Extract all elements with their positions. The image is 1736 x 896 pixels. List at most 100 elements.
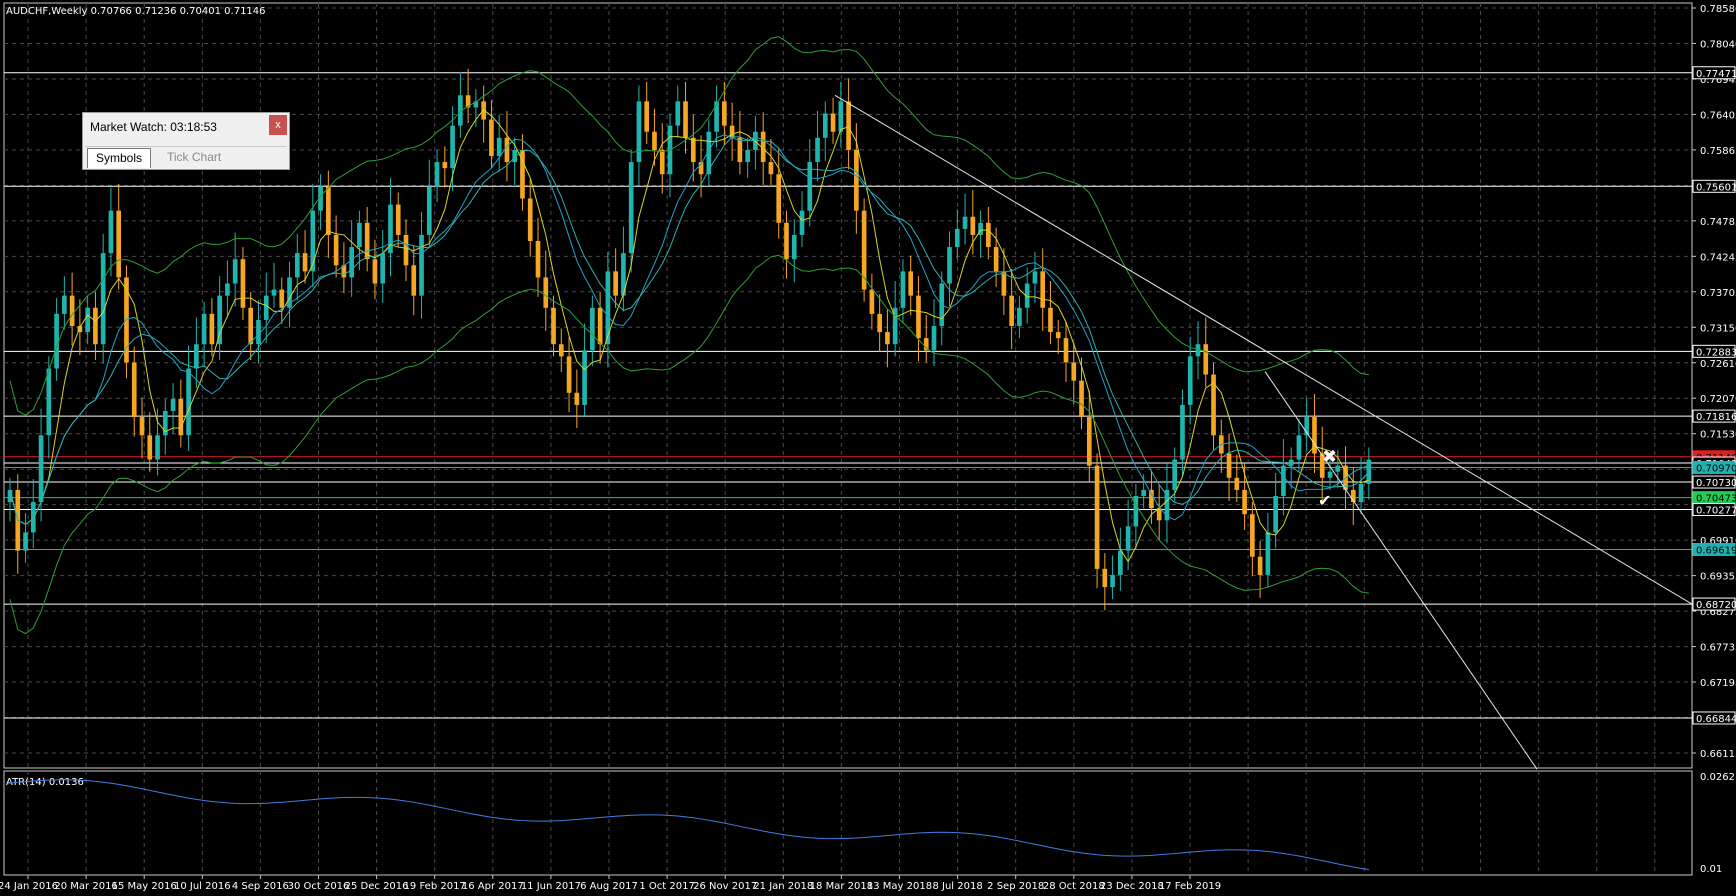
candle-body bbox=[349, 247, 354, 278]
y-tick-label: 0.73705 bbox=[1700, 288, 1736, 299]
close-button[interactable]: x bbox=[269, 115, 287, 135]
atr-label: ATR(14) 0.0136 bbox=[6, 777, 84, 788]
candle-body bbox=[877, 313, 882, 333]
x-tick-label: 11 Jun 2017 bbox=[521, 881, 581, 892]
candle-body bbox=[458, 95, 463, 126]
candle-body bbox=[1172, 459, 1178, 490]
candle-body bbox=[1180, 404, 1185, 460]
candle-body bbox=[442, 162, 448, 169]
atr-line bbox=[9, 779, 1369, 871]
x-tick-label: 2 Sep 2018 bbox=[987, 881, 1044, 892]
price-level-tag bbox=[1692, 475, 1736, 489]
y-tick-label: 0.66115 bbox=[1700, 749, 1736, 760]
candle-body bbox=[54, 313, 59, 369]
candle-body bbox=[1312, 417, 1317, 454]
candle-body bbox=[1040, 271, 1046, 308]
candle-body bbox=[1149, 489, 1154, 509]
candle-body bbox=[900, 271, 906, 308]
tab-symbols[interactable]: Symbols bbox=[87, 148, 152, 168]
candle-body bbox=[1164, 489, 1170, 521]
price-level-label: 0.77471 bbox=[1696, 69, 1736, 80]
candle-body bbox=[1032, 271, 1038, 284]
candle-body bbox=[1250, 514, 1255, 557]
candle-body bbox=[520, 149, 525, 199]
candle-body bbox=[1288, 459, 1294, 466]
candle-body bbox=[1094, 465, 1100, 569]
candle-body bbox=[38, 435, 44, 503]
candle-body bbox=[683, 101, 688, 138]
candle-body bbox=[784, 222, 789, 260]
candle-body bbox=[1273, 496, 1278, 533]
price-level-label: 0.70730 bbox=[1696, 478, 1736, 489]
candle-body bbox=[450, 125, 455, 169]
price-level-tag bbox=[1692, 344, 1736, 358]
candle-body bbox=[698, 162, 704, 175]
price-level-tag bbox=[1692, 503, 1736, 517]
y-tick-label: 0.74245 bbox=[1700, 252, 1736, 263]
market-watch-panel[interactable]: Market Watch: 03:18:53 x Symbols Tick Ch… bbox=[82, 112, 290, 170]
candle-body bbox=[908, 271, 914, 296]
candle-body bbox=[1366, 459, 1372, 484]
candle-body bbox=[822, 113, 828, 138]
candle-body bbox=[30, 502, 36, 533]
candle-body bbox=[737, 137, 743, 163]
candle-body bbox=[1079, 380, 1084, 418]
atr-tick-label: 0.01 bbox=[1700, 864, 1722, 875]
market-watch-tabs: Symbols Tick Chart bbox=[85, 146, 287, 169]
price-level-label: 0.70970 bbox=[1696, 463, 1736, 474]
candle-body bbox=[714, 101, 719, 132]
candle-body bbox=[745, 149, 750, 163]
candle-body bbox=[201, 313, 207, 345]
candle-body bbox=[628, 162, 634, 254]
candle-body bbox=[131, 362, 137, 418]
candle-body bbox=[923, 338, 929, 351]
x-tick-label: 21 Jan 2018 bbox=[753, 881, 813, 892]
price-level-label: 0.68720 bbox=[1696, 600, 1736, 611]
candle-body bbox=[302, 253, 308, 272]
candle-body bbox=[1017, 307, 1022, 326]
candle-body bbox=[139, 417, 145, 436]
candle-body bbox=[597, 307, 603, 345]
x-tick-label: 1 Oct 2017 bbox=[639, 881, 694, 892]
candle-body bbox=[1281, 465, 1286, 496]
main-plot-frame bbox=[3, 2, 1693, 769]
candle-body bbox=[978, 222, 983, 235]
candle-body bbox=[605, 271, 611, 345]
y-tick-label: 0.69355 bbox=[1700, 572, 1736, 583]
candle-body bbox=[217, 295, 222, 345]
candle-body bbox=[962, 216, 968, 229]
x-tick-label: 28 Oct 2018 bbox=[1043, 881, 1105, 892]
candle-body bbox=[760, 131, 766, 163]
candle-body bbox=[85, 307, 90, 333]
candle-body bbox=[209, 313, 215, 345]
candle-body bbox=[147, 435, 153, 460]
candle-body bbox=[46, 368, 52, 436]
candle-body bbox=[947, 247, 952, 284]
market-watch-title: Market Watch: 03:18:53 bbox=[90, 120, 217, 134]
price-level-label: 0.71816 bbox=[1696, 412, 1736, 423]
candle-body bbox=[23, 532, 28, 551]
ma-slow-line bbox=[9, 136, 1370, 525]
atr-plot-frame bbox=[3, 770, 1693, 876]
candle-body bbox=[916, 295, 921, 339]
candle-body bbox=[100, 253, 106, 345]
candle-body bbox=[1203, 344, 1209, 375]
candle-body bbox=[1063, 338, 1069, 363]
price-level-label: 0.75601 bbox=[1696, 182, 1736, 193]
candle-body bbox=[1001, 271, 1007, 296]
price-level-tag bbox=[1692, 460, 1736, 474]
tab-tick-chart[interactable]: Tick Chart bbox=[167, 150, 222, 164]
candle-body bbox=[232, 259, 238, 284]
candle-body bbox=[256, 319, 261, 345]
x-tick-label: 17 Feb 2019 bbox=[1159, 881, 1221, 892]
candle-body bbox=[815, 137, 820, 163]
candle-body bbox=[1125, 526, 1131, 551]
candle-body bbox=[69, 295, 75, 326]
y-tick-label: 0.67735 bbox=[1700, 643, 1736, 654]
candle-body bbox=[644, 101, 650, 132]
candle-body bbox=[1009, 295, 1014, 326]
candle-body bbox=[512, 149, 518, 163]
